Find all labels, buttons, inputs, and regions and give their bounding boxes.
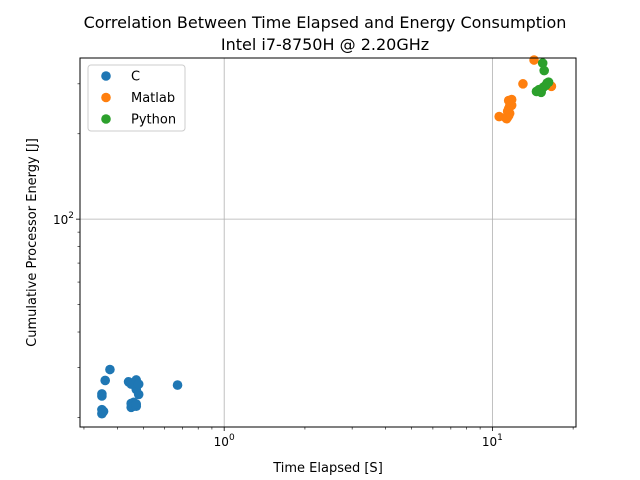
c-point-18: [131, 399, 142, 409]
legend-label-python: Python: [131, 113, 176, 128]
matlab-point-13: [518, 79, 528, 89]
c-point-19: [172, 380, 183, 390]
c-point-16: [133, 389, 144, 400]
data-points: [97, 55, 557, 419]
y-tick-label-0: 102: [53, 211, 74, 227]
legend-label-matlab: Matlab: [131, 91, 175, 106]
x-axis-label: Time Elapsed [S]: [272, 461, 383, 476]
c-point-5: [100, 375, 110, 386]
legend-marker-c: [101, 71, 111, 81]
c-point-4: [98, 406, 109, 417]
legend-label-c: C: [131, 70, 140, 85]
c-point-1: [97, 391, 107, 401]
x-tick-label-0: 100: [214, 433, 235, 449]
python-point-7: [543, 77, 554, 88]
matlab-point-12: [506, 94, 517, 105]
legend-box: [87, 64, 186, 132]
legend-marker-python: [101, 114, 111, 124]
c-point-6: [105, 364, 115, 375]
legend: C Matlab Python: [87, 64, 186, 132]
x-tick-label-1: 101: [482, 433, 503, 449]
python-point-10: [534, 84, 544, 95]
legend-marker-matlab: [101, 92, 111, 103]
chart-subtitle: Intel i7-8750H @ 2.20GHz: [221, 35, 429, 54]
matlab-point-14: [529, 55, 539, 65]
y-axis-label: Cumulative Processor Energy [J]: [25, 138, 40, 347]
c-point-17: [133, 379, 144, 389]
chart-title: Correlation Between Time Elapsed and Ene…: [84, 13, 567, 32]
grid-lines: [80, 58, 576, 427]
plot-frame: [79, 57, 577, 428]
python-point-8: [539, 65, 549, 76]
python-point-9: [537, 58, 548, 68]
axis-ticks: 100 101 102: [53, 83, 574, 449]
